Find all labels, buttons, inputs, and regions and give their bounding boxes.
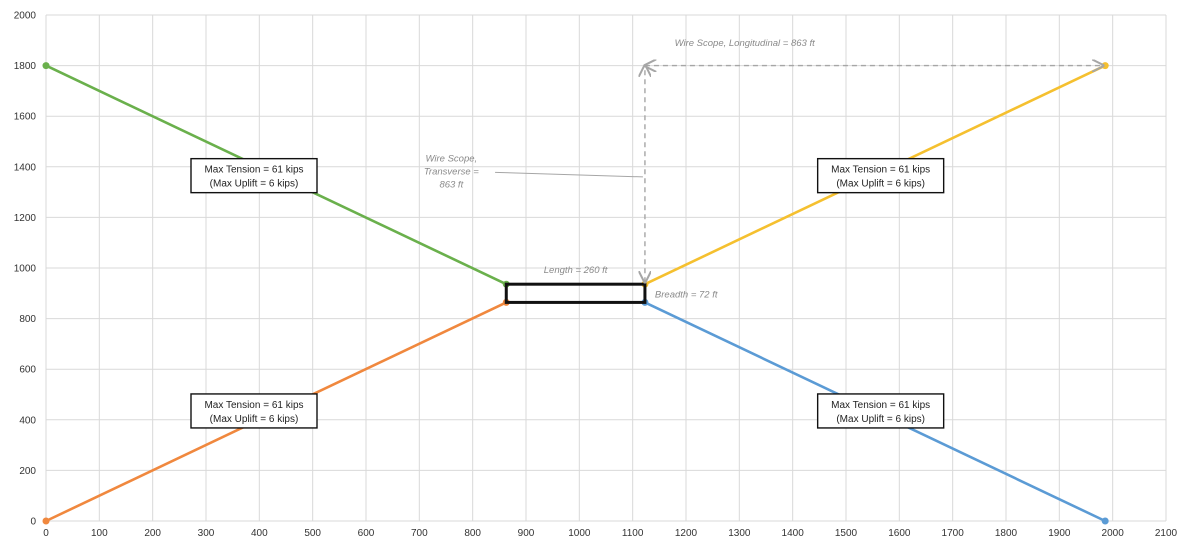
annotation-layer: Length = 260 ft Breadth = 72 ft Wire Scope… bbox=[424, 38, 1103, 300]
y-tick-label: 200 bbox=[19, 466, 36, 477]
x-tick-label: 1000 bbox=[568, 528, 591, 539]
transverse-annotation-line: Transverse = bbox=[424, 167, 479, 178]
y-tick-label: 800 bbox=[19, 314, 36, 325]
y-tick-label: 1600 bbox=[14, 112, 37, 123]
tick-label-layer: 0 100 200 300 400 500 600 700 800 900 1000 1100 1200… bbox=[14, 11, 1178, 540]
tension-box-line1: Max Tension = 61 kips bbox=[831, 165, 930, 176]
x-tick-label: 600 bbox=[358, 528, 375, 539]
x-tick-label: 800 bbox=[464, 528, 481, 539]
series-point bbox=[1101, 517, 1109, 525]
tension-box-line2: (Max Uplift = 6 kips) bbox=[836, 179, 925, 190]
x-tick-label: 0 bbox=[43, 528, 49, 539]
x-tick-label: 1300 bbox=[728, 528, 751, 539]
y-tick-label: 0 bbox=[30, 517, 36, 528]
x-tick-label: 1500 bbox=[835, 528, 858, 539]
x-tick-label: 1100 bbox=[622, 528, 644, 539]
series-point bbox=[1101, 62, 1109, 70]
length-annotation: Length = 260 ft bbox=[544, 265, 608, 276]
x-tick-label: 2000 bbox=[1102, 528, 1125, 539]
tension-box bbox=[190, 393, 318, 429]
x-tick-label: 2100 bbox=[1155, 528, 1178, 539]
tension-box-line2: (Max Uplift = 6 kips) bbox=[210, 414, 299, 425]
y-tick-label: 1400 bbox=[14, 162, 37, 173]
tension-box bbox=[816, 393, 945, 429]
x-tick-label: 200 bbox=[144, 528, 161, 539]
transverse-annotation-line: Wire Scope, bbox=[426, 154, 478, 165]
x-tick-label: 300 bbox=[198, 528, 215, 539]
x-tick-label: 900 bbox=[518, 528, 535, 539]
x-tick-label: 1600 bbox=[888, 528, 911, 539]
series-layer bbox=[42, 62, 1109, 525]
x-tick-label: 100 bbox=[91, 528, 108, 539]
x-tick-label: 400 bbox=[251, 528, 268, 539]
x-tick-label: 1800 bbox=[995, 528, 1018, 539]
footprint-rectangle bbox=[504, 282, 647, 304]
y-tick-label: 1000 bbox=[14, 264, 37, 275]
y-tick-label: 2000 bbox=[14, 11, 37, 22]
y-tick-label: 1200 bbox=[14, 213, 37, 224]
tension-box-line2: (Max Uplift = 6 kips) bbox=[836, 414, 925, 425]
transverse-leader-line bbox=[495, 171, 643, 178]
tension-box-line1: Max Tension = 61 kips bbox=[204, 400, 303, 411]
transverse-annotation-line: 863 ft bbox=[439, 180, 463, 191]
y-tick-label: 600 bbox=[19, 365, 36, 376]
breadth-annotation: Breadth = 72 ft bbox=[655, 289, 718, 300]
series-point bbox=[42, 62, 50, 70]
tension-box-line1: Max Tension = 61 kips bbox=[204, 165, 303, 176]
tension-box-line2: (Max Uplift = 6 kips) bbox=[210, 179, 299, 190]
x-tick-label: 1200 bbox=[675, 528, 698, 539]
series-point bbox=[42, 517, 50, 525]
tension-box bbox=[816, 157, 945, 194]
x-tick-label: 500 bbox=[304, 528, 321, 539]
grid bbox=[45, 14, 1167, 522]
tension-box bbox=[190, 157, 318, 194]
x-tick-label: 1700 bbox=[942, 528, 965, 539]
x-tick-label: 1400 bbox=[782, 528, 805, 539]
x-tick-label: 700 bbox=[411, 528, 428, 539]
tension-box-line1: Max Tension = 61 kips bbox=[831, 400, 930, 411]
y-tick-label: 400 bbox=[19, 415, 36, 426]
longitudinal-annotation: Wire Scope, Longitudinal = 863 ft bbox=[675, 38, 815, 49]
tension-box-layer: Max Tension = 61 kips (Max Uplift = 6 kip… bbox=[190, 157, 945, 429]
y-tick-label: 1800 bbox=[14, 61, 37, 72]
x-tick-label: 1900 bbox=[1048, 528, 1071, 539]
